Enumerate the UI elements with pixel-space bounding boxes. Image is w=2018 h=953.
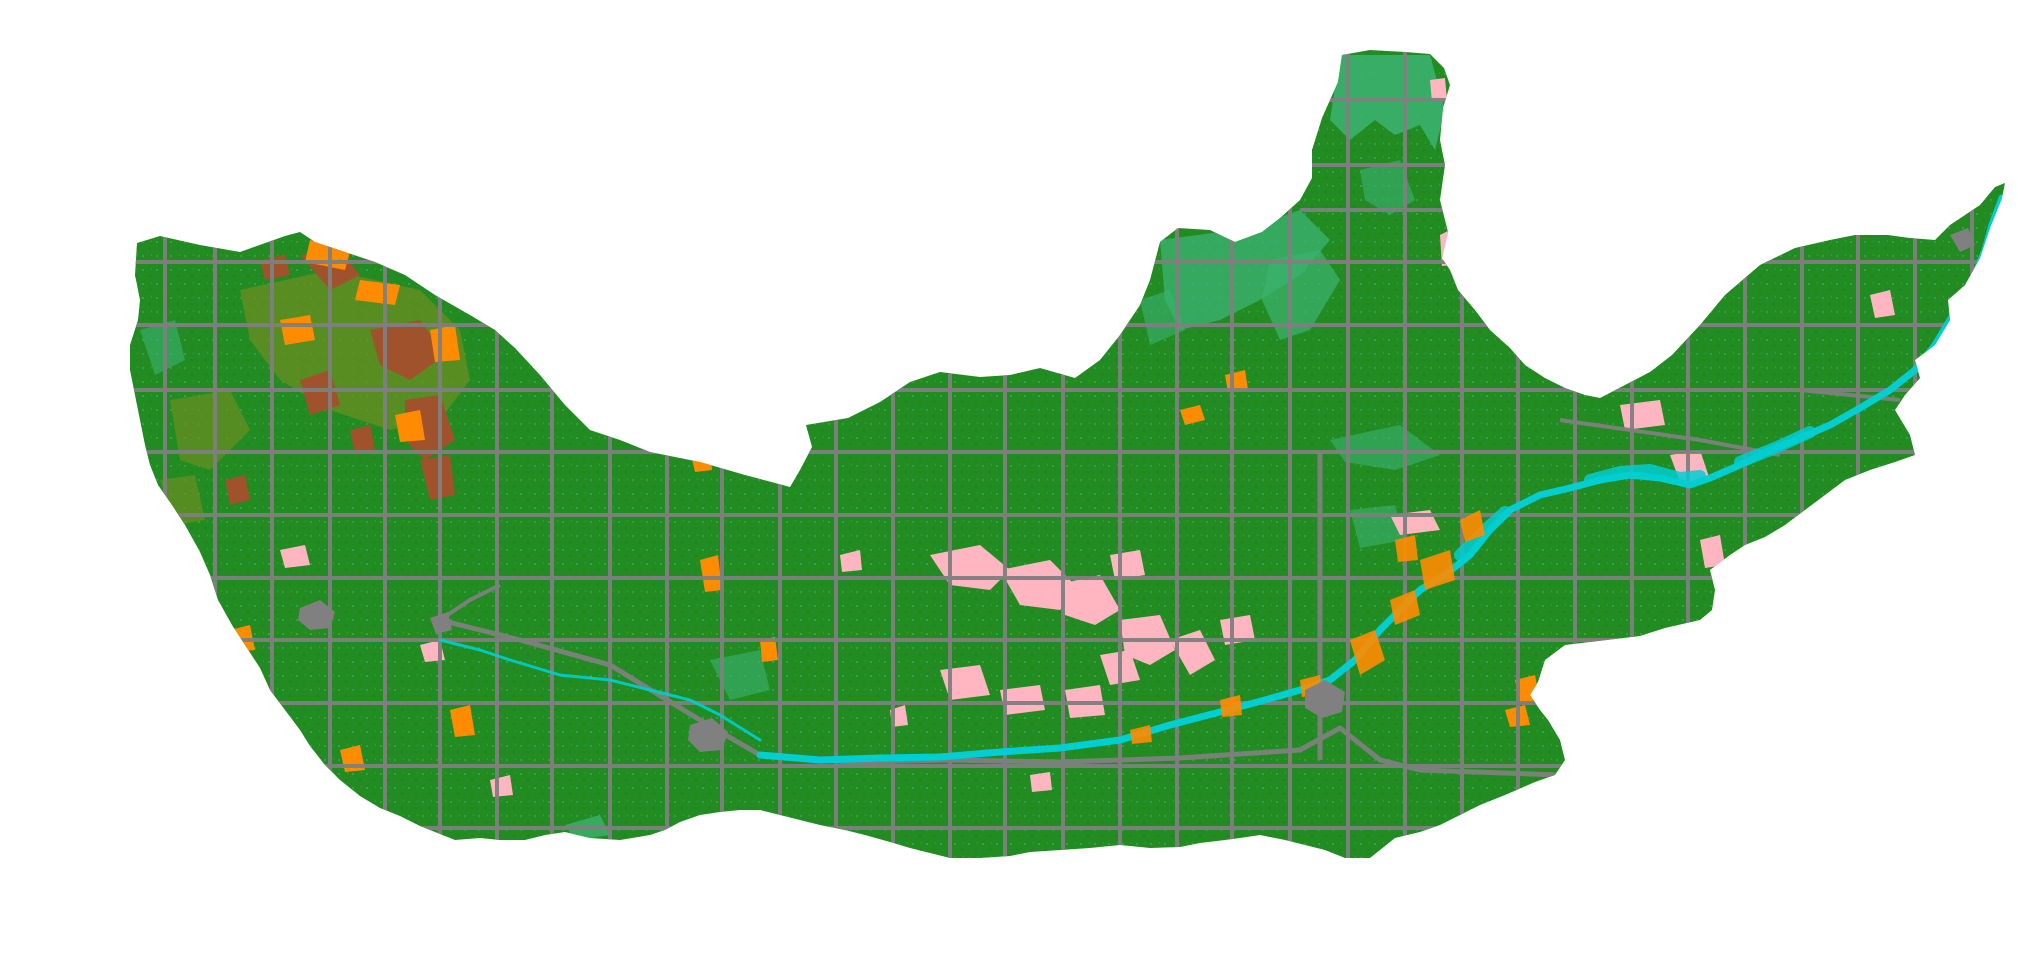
main-river-wide — [1454, 426, 1816, 561]
towns — [298, 228, 1975, 752]
west-tributary — [438, 638, 762, 742]
town-4 — [1305, 680, 1345, 718]
riparian-shrub — [1130, 510, 1485, 744]
town-1 — [298, 600, 335, 630]
town-3 — [688, 718, 728, 752]
grassland-patches — [140, 55, 1445, 840]
town-2 — [430, 612, 452, 634]
town-5 — [1950, 228, 1975, 252]
